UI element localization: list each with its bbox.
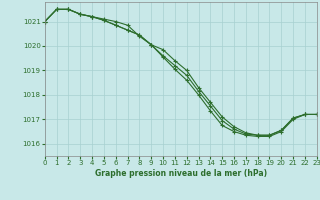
X-axis label: Graphe pression niveau de la mer (hPa): Graphe pression niveau de la mer (hPa)	[95, 169, 267, 178]
